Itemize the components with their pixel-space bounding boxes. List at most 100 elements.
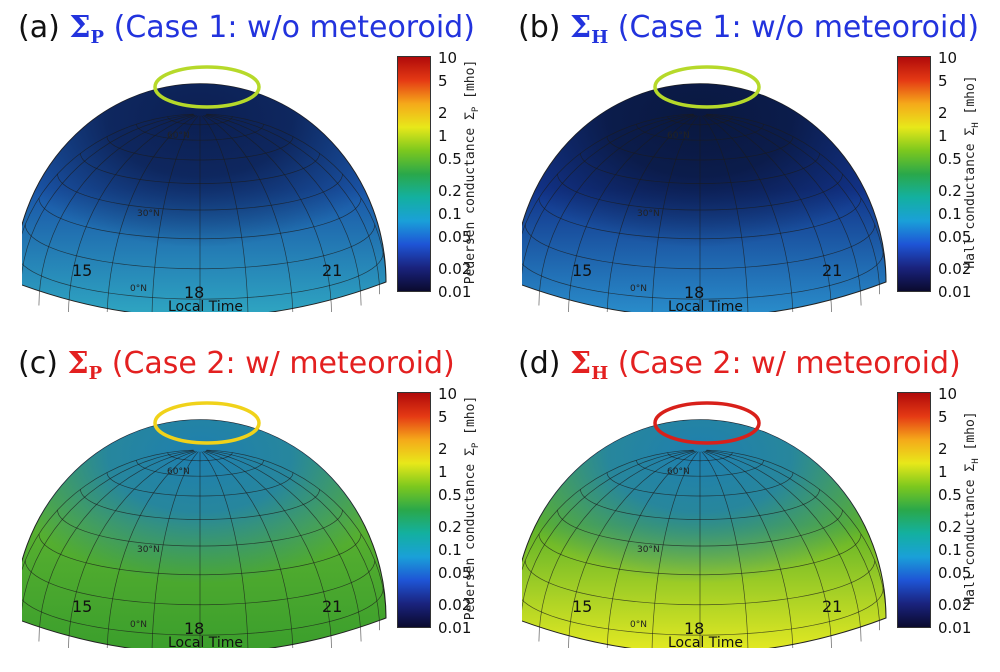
longitude-line xyxy=(522,114,694,275)
colorbar-tick-label: 0.5 xyxy=(438,150,462,169)
colorbar-tick-label: 0.2 xyxy=(438,181,462,200)
hemisphere-plot: 60°N 30°N 0°N 15 18 21 xyxy=(22,401,387,648)
longitude-line xyxy=(106,451,197,648)
longitude-line xyxy=(201,115,249,312)
longitude-line xyxy=(706,449,887,619)
latitude-label: 30°N xyxy=(637,209,660,219)
latitude-label: 0°N xyxy=(130,620,147,630)
colorbar-tick-label: 10 xyxy=(938,49,958,67)
panel-b: (b) ΣH (Case 1: w/o meteoroid) 60°N 30°N 0°… xyxy=(500,0,1000,336)
longitude-line xyxy=(706,450,881,631)
latitude-label: 60°N xyxy=(667,467,690,477)
conductance-symbol: ΣH xyxy=(570,10,609,48)
colorbar-tick-label: 0.1 xyxy=(938,205,962,223)
local-time-label: 21 xyxy=(322,597,342,616)
conductance-symbol: ΣP xyxy=(69,10,105,48)
longitude-line xyxy=(205,114,362,306)
longitude-line xyxy=(68,450,196,648)
longitude-line xyxy=(568,114,696,312)
colorbar-tick-label: 2 xyxy=(938,439,948,458)
latitude-label: 0°N xyxy=(130,284,147,294)
colorbar-tick-label: 0.01 xyxy=(438,619,472,637)
colorbar-tick-label: 0.05 xyxy=(938,564,972,583)
latitude-label: 60°N xyxy=(667,131,690,141)
colorbar-tick-label: 10 xyxy=(938,385,958,403)
colorbar-tick-label: 0.1 xyxy=(438,205,462,223)
local-time-label: 15 xyxy=(72,261,92,280)
longitude-line xyxy=(201,451,249,648)
hemisphere-plot: 60°N 30°N 0°N 15 18 21 xyxy=(22,65,387,312)
x-axis-label: Local Time xyxy=(668,635,743,651)
auroral-oval-ring xyxy=(153,65,261,109)
panel-title: (d) ΣH (Case 2: w/ meteoroid) xyxy=(518,346,961,384)
longitude-line xyxy=(606,451,697,648)
colorbar-tick-label: 0.02 xyxy=(938,595,972,614)
latitude-label: 60°N xyxy=(167,131,190,141)
longitude-line xyxy=(151,115,199,312)
local-time-label: 18 xyxy=(184,283,204,302)
longitude-line xyxy=(705,114,862,306)
colorbar-tick-label: 5 xyxy=(938,72,948,91)
latitude-label: 30°N xyxy=(137,545,160,555)
longitude-line xyxy=(522,449,694,571)
case-label: (Case 1: w/o meteoroid) xyxy=(104,10,475,45)
latitude-label: 0°N xyxy=(630,284,647,294)
longitude-line xyxy=(38,114,195,306)
colorbar-tick-label: 0.01 xyxy=(938,619,972,637)
colorbar xyxy=(897,56,931,292)
longitude-line xyxy=(704,450,832,648)
colorbar-title-text: Pedersen conductance ΣP [mho] xyxy=(463,59,481,285)
local-time-label: 21 xyxy=(322,261,342,280)
panel-d: (d) ΣH (Case 2: w/ meteoroid) 60°N 30°N 0°N… xyxy=(500,336,1000,672)
longitude-line xyxy=(151,451,199,648)
colorbar-tick-label: 2 xyxy=(938,103,948,122)
colorbar-tick-label: 10 xyxy=(438,49,458,67)
panel-letter: (d) xyxy=(518,346,570,381)
colorbar-tick-label: 0.1 xyxy=(938,541,962,559)
auroral-oval-ring xyxy=(653,401,761,445)
colorbar-tick-label: 0.2 xyxy=(938,517,962,536)
latitude-label: 60°N xyxy=(167,467,190,477)
local-time-label: 21 xyxy=(822,261,842,280)
latitude-label: 0°N xyxy=(630,620,647,630)
local-time-label: 15 xyxy=(72,597,92,616)
longitude-line xyxy=(106,115,197,312)
hemisphere-plot: 60°N 30°N 0°N 15 18 21 xyxy=(522,401,887,648)
colorbar xyxy=(397,56,431,292)
longitude-line xyxy=(68,114,196,312)
longitude-line xyxy=(606,115,697,312)
panel-letter: (c) xyxy=(18,346,68,381)
panel-title: (b) ΣH (Case 1: w/o meteoroid) xyxy=(518,10,979,48)
x-axis-label: Local Time xyxy=(668,299,743,315)
local-time-label: 15 xyxy=(572,261,592,280)
colorbar-tick-label: 0.5 xyxy=(938,150,962,169)
local-time-label: 21 xyxy=(822,597,842,616)
local-time-label: 15 xyxy=(572,597,592,616)
longitude-line xyxy=(706,113,887,283)
colorbar-title-text: Hall conductance ΣH [mho] xyxy=(963,411,981,605)
longitude-line xyxy=(706,114,881,295)
longitude-line xyxy=(22,113,194,235)
longitude-line xyxy=(522,113,694,235)
colorbar-title-text: Hall conductance ΣH [mho] xyxy=(963,75,981,269)
longitude-line xyxy=(538,114,695,306)
longitude-line xyxy=(206,450,381,631)
colorbar-tick-label: 1 xyxy=(938,127,948,145)
longitude-line xyxy=(568,450,696,648)
colorbar-title-text: Pedersen conductance ΣP [mho] xyxy=(463,395,481,621)
longitude-line xyxy=(651,451,699,648)
panel-title: (c) ΣP (Case 2: w/ meteoroid) xyxy=(18,346,455,384)
case-label: (Case 2: w/ meteoroid) xyxy=(608,346,961,381)
longitude-line xyxy=(203,451,294,648)
case-label: (Case 1: w/o meteoroid) xyxy=(608,10,980,45)
longitude-line xyxy=(38,450,195,642)
local-time-label: 18 xyxy=(684,283,704,302)
colorbar-tick-label: 1 xyxy=(938,463,948,481)
longitude-line xyxy=(705,450,862,642)
colorbar-tick-label: 0.5 xyxy=(438,486,462,505)
colorbar-tick-label: 2 xyxy=(438,103,448,122)
x-axis-label: Local Time xyxy=(168,635,243,651)
latitude-label: 30°N xyxy=(137,209,160,219)
colorbar-tick-label: 0.1 xyxy=(438,541,462,559)
colorbar-tick-label: 2 xyxy=(438,439,448,458)
